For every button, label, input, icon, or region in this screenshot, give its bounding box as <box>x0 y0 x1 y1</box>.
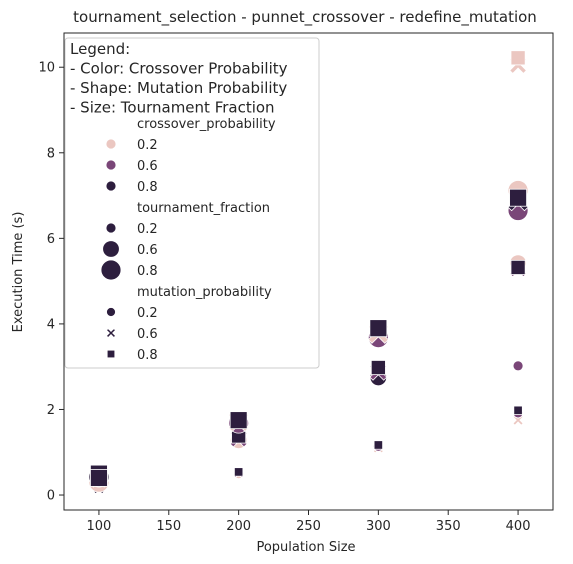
y-tick-label: 0 <box>47 489 55 504</box>
legend: Legend:- Color: Crossover Probability- S… <box>64 37 320 369</box>
y-axis-title: Execution Time (s) <box>11 212 26 333</box>
x-tick-label: 250 <box>296 519 321 534</box>
points-layer <box>88 50 529 495</box>
legend-marker <box>106 349 116 359</box>
legend-label: 0.6 <box>137 243 158 258</box>
y-tick-label: 6 <box>47 232 55 247</box>
x-axis-title: Population Size <box>256 540 355 555</box>
x-tick-label: 150 <box>156 519 181 534</box>
x-tick-label: 300 <box>366 519 391 534</box>
legend-marker <box>105 138 117 150</box>
x-axis: 100 150 200 250 300 350 400 <box>87 510 531 534</box>
legend-label: 0.6 <box>137 327 158 342</box>
legend-group-title: crossover_probability <box>137 117 276 132</box>
legend-label: 0.2 <box>137 138 158 153</box>
legend-label: 0.2 <box>137 222 158 237</box>
legend-box <box>64 37 320 369</box>
y-tick-label: 2 <box>47 403 55 418</box>
y-tick-label: 4 <box>47 317 55 332</box>
data-point <box>229 411 248 430</box>
legend-label: 0.2 <box>137 306 158 321</box>
legend-marker <box>106 307 116 317</box>
data-point <box>90 469 108 487</box>
data-point <box>512 360 524 372</box>
data-point <box>510 50 526 66</box>
legend-label: 0.8 <box>137 180 158 195</box>
legend-marker <box>100 259 122 281</box>
legend-title-line: - Size: Tournament Fraction <box>70 99 275 117</box>
chart-title: tournament_selection - punnet_crossover … <box>73 8 537 27</box>
y-tick-label: 10 <box>38 61 55 76</box>
legend-title-line: Legend: <box>70 40 130 58</box>
legend-marker <box>105 222 117 234</box>
data-point <box>369 319 388 338</box>
legend-marker <box>105 180 117 192</box>
legend-marker <box>105 327 117 339</box>
data-point <box>513 405 523 415</box>
data-point <box>509 188 527 207</box>
legend-title-line: - Color: Crossover Probability <box>70 60 288 78</box>
legend-title-line: - Shape: Mutation Probability <box>70 79 287 97</box>
legend-group-title: tournament_fraction <box>137 201 270 216</box>
x-tick-label: 100 <box>87 519 112 534</box>
legend-marker <box>105 159 117 171</box>
y-axis: 0 2 4 6 8 10 <box>38 61 64 504</box>
data-point <box>373 440 384 450</box>
x-tick-label: 200 <box>226 519 251 534</box>
data-point <box>370 360 386 376</box>
data-point <box>233 467 244 477</box>
legend-group-title: mutation_probability <box>137 285 272 300</box>
legend-label: 0.8 <box>137 348 158 363</box>
data-point <box>510 259 526 275</box>
x-tick-label: 350 <box>436 519 461 534</box>
legend-label: 0.6 <box>137 159 158 174</box>
x-tick-label: 400 <box>506 519 531 534</box>
legend-label: 0.8 <box>137 264 158 279</box>
legend-marker <box>102 240 120 258</box>
y-tick-label: 8 <box>47 146 55 161</box>
